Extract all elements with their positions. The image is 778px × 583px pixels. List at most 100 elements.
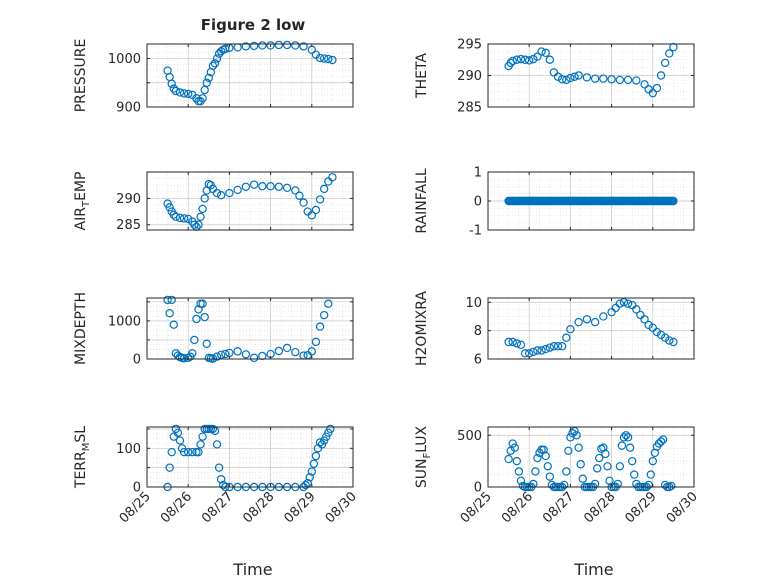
data-point — [258, 351, 267, 361]
data-point — [520, 55, 530, 64]
data-point — [315, 53, 325, 63]
data-point — [557, 75, 567, 84]
data-point — [644, 480, 653, 490]
data-point — [173, 428, 183, 438]
data-point — [212, 352, 222, 361]
data-point — [190, 220, 199, 229]
y-axis-label: THETA — [414, 53, 430, 99]
data-point — [576, 460, 585, 469]
data-point — [632, 305, 641, 314]
data-point — [163, 295, 172, 305]
subplot-mixdepth: 0 1000 MIXDEPTH — [73, 292, 354, 368]
data-point — [660, 58, 670, 68]
data-point — [241, 350, 251, 359]
x-tick-label: 08/27 — [540, 489, 577, 526]
data-point — [175, 88, 185, 97]
data-point — [636, 310, 645, 320]
data-point — [574, 443, 583, 452]
x-tick-label: 08/30 — [323, 489, 360, 526]
data-point — [167, 447, 176, 457]
data-point — [266, 41, 275, 50]
axes-box — [487, 426, 695, 488]
x-tick-label: 08/28 — [581, 489, 618, 526]
data-point — [566, 73, 575, 83]
y-axis-label: H2OMIXRA — [414, 291, 430, 366]
data-point — [216, 475, 226, 484]
data-point — [640, 80, 649, 89]
data-point — [315, 195, 325, 204]
data-point — [175, 436, 185, 445]
data-point — [656, 71, 666, 80]
y-tick-label: 285 — [116, 218, 141, 233]
data-point — [623, 75, 633, 85]
subplot-theta: 285 290 295 THETA — [414, 38, 695, 116]
axes-box — [146, 297, 354, 360]
x-tick-label: 08/28 — [240, 489, 277, 526]
data-point — [175, 213, 185, 223]
data-point — [221, 44, 230, 54]
data-point — [619, 298, 629, 307]
data-point — [632, 76, 641, 85]
data-point — [574, 71, 583, 80]
data-point — [599, 74, 608, 83]
data-point — [512, 456, 522, 466]
data-point — [326, 424, 335, 434]
data-point — [537, 346, 546, 355]
subplot-rainfall: -1 0 1 RAINFALL — [414, 166, 695, 239]
data-point — [545, 472, 555, 481]
data-point — [628, 456, 637, 466]
y-tick-label: 0 — [133, 353, 141, 368]
data-point — [198, 432, 207, 441]
data-point — [656, 437, 666, 446]
y-axis-label: MIXDEPTH — [73, 292, 89, 365]
y-axis-label: SUNFLUX — [414, 425, 433, 488]
data-point — [516, 476, 526, 485]
data-point — [570, 426, 579, 436]
data-point — [169, 84, 178, 93]
data-point — [200, 194, 209, 203]
x-tick-label: 08/29 — [623, 489, 660, 526]
data-point — [665, 336, 674, 345]
data-point — [319, 184, 329, 194]
data-point — [190, 335, 199, 345]
data-point — [541, 344, 550, 354]
y-tick-label: 0 — [474, 481, 482, 496]
data-point — [599, 312, 608, 321]
data-point — [212, 440, 222, 449]
data-point — [216, 190, 226, 200]
data-point — [194, 220, 203, 229]
y-tick-label: 290 — [116, 192, 141, 207]
data-point — [282, 343, 292, 353]
data-point — [553, 72, 563, 81]
data-point — [183, 447, 193, 457]
data-point — [619, 433, 629, 442]
data-point — [648, 456, 658, 466]
data-point — [520, 349, 530, 358]
data-point — [202, 339, 211, 348]
y-tick-label: 10 — [465, 296, 482, 311]
data-point — [165, 463, 174, 472]
data-point — [512, 55, 522, 64]
data-point — [291, 186, 300, 195]
data-point — [541, 451, 550, 461]
data-point — [165, 309, 174, 318]
data-point — [611, 303, 620, 313]
data-point — [179, 447, 189, 457]
data-point — [566, 325, 575, 334]
data-point — [570, 72, 579, 81]
data-point — [198, 94, 207, 103]
data-point — [562, 467, 571, 476]
data-point — [615, 299, 625, 308]
data-point — [595, 453, 604, 463]
data-point — [282, 183, 292, 193]
data-point — [560, 480, 569, 490]
data-point — [324, 177, 333, 186]
data-point — [514, 467, 524, 476]
data-point — [562, 333, 571, 342]
axes-box — [487, 297, 695, 360]
data-point — [194, 447, 203, 457]
data-point — [208, 61, 218, 71]
